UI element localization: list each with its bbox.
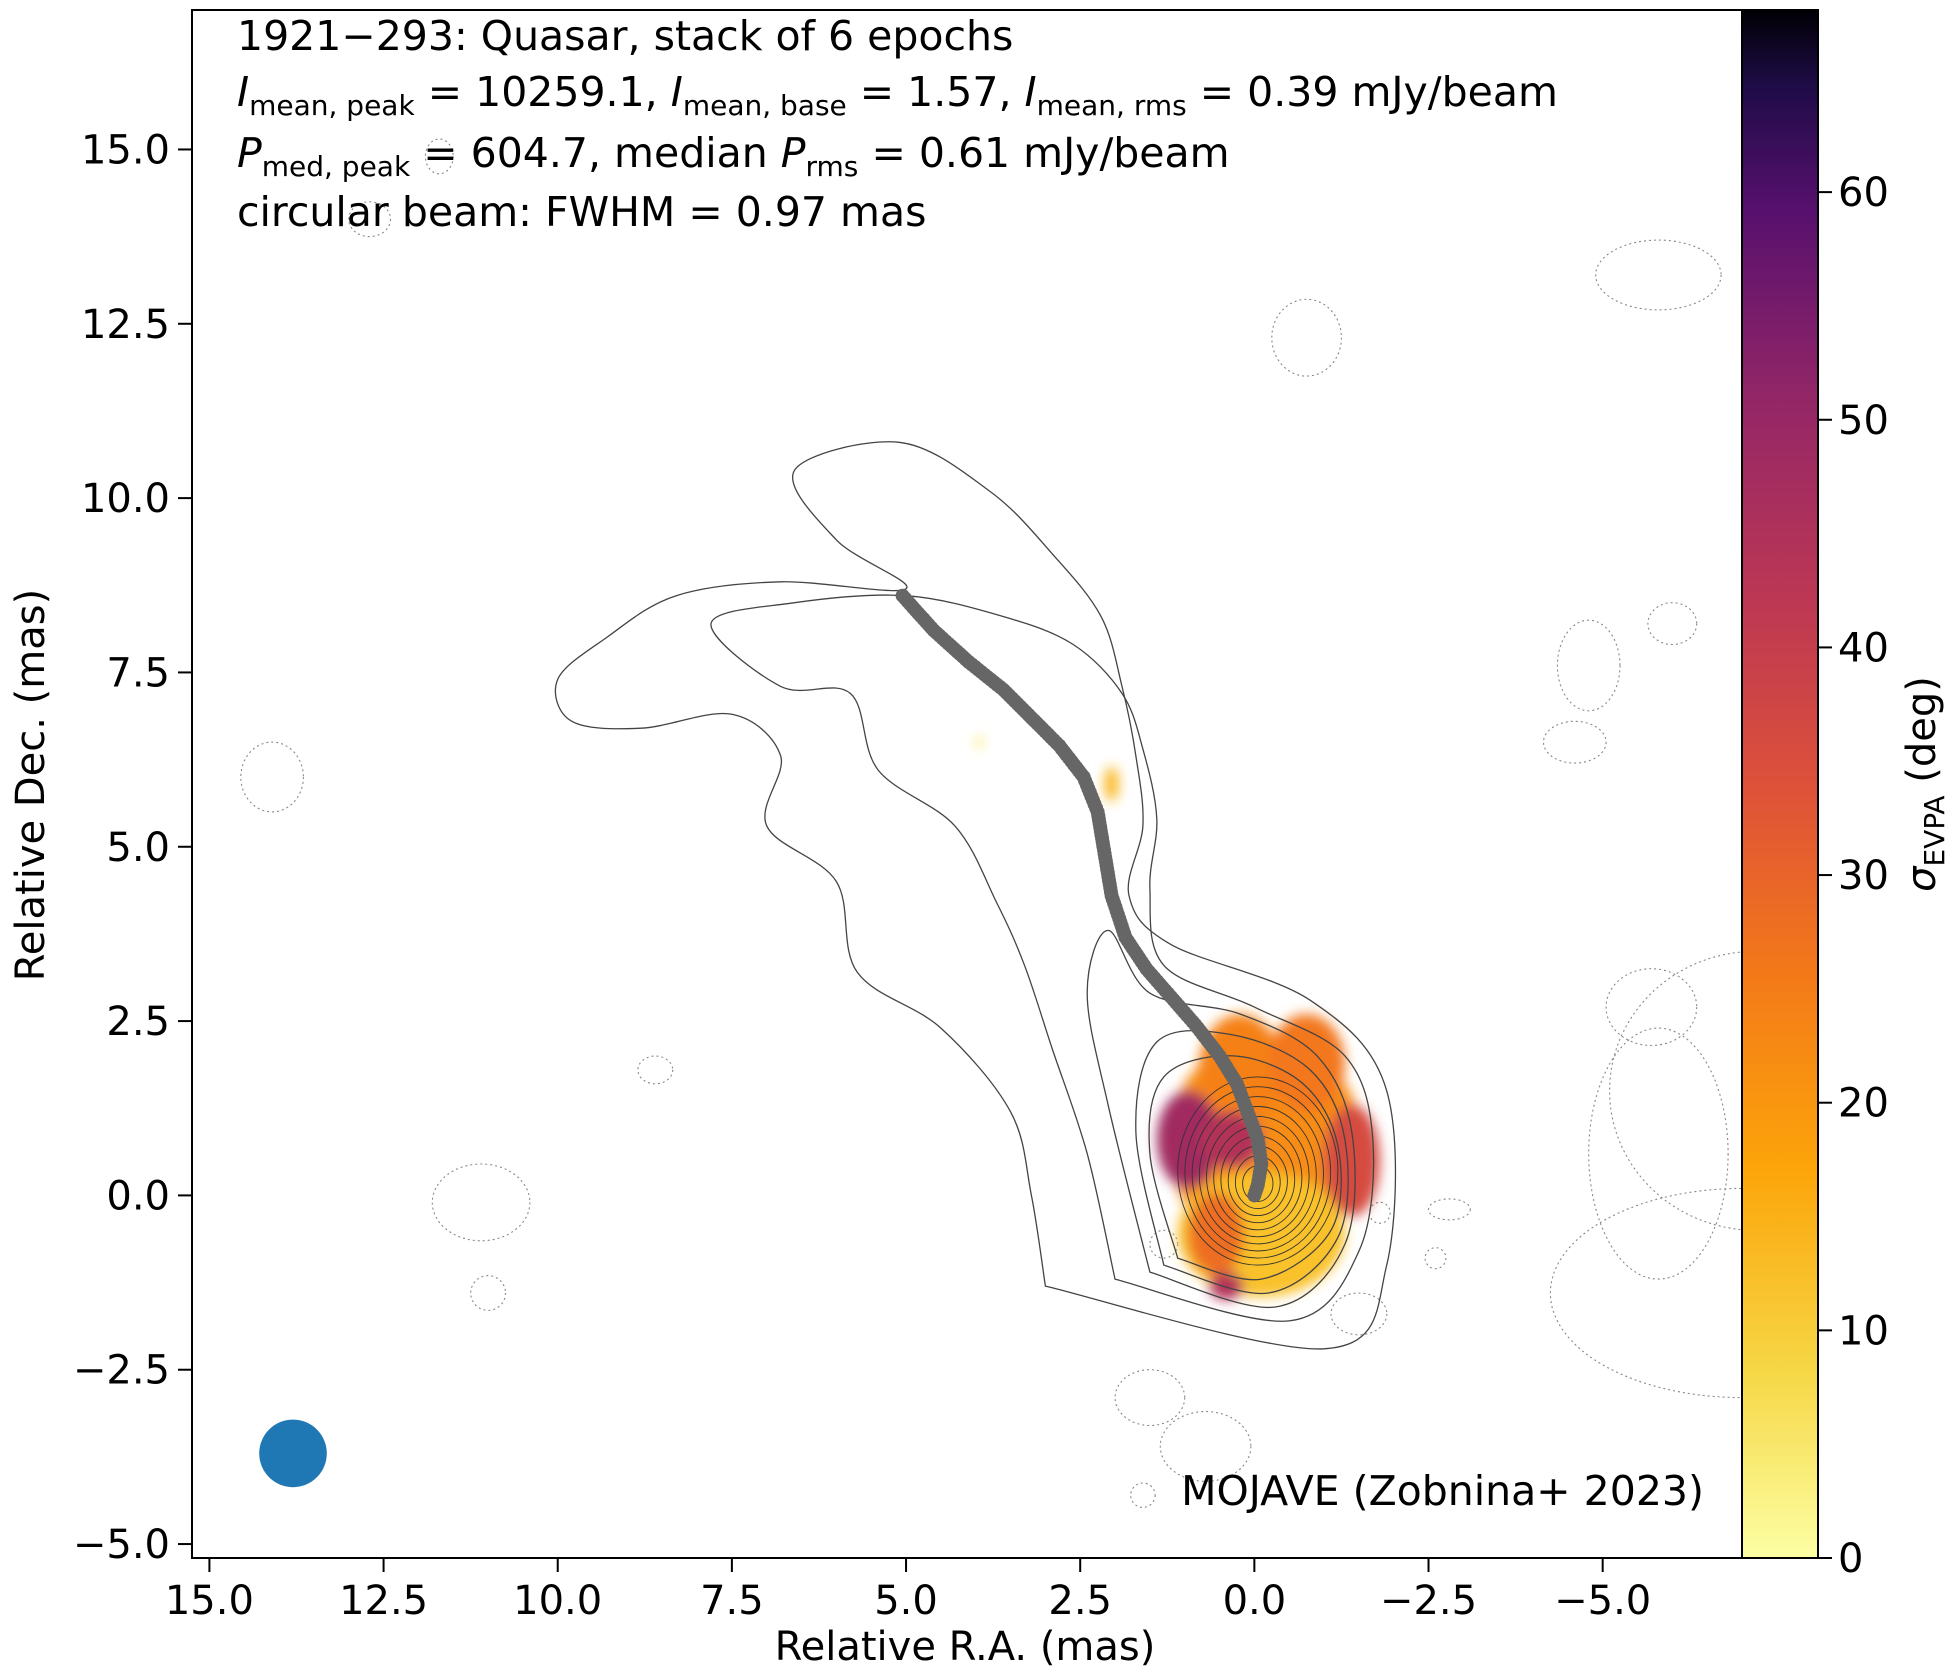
noise-contour bbox=[1588, 1027, 1729, 1280]
plot-area: 1921−293: Quasar, stack of 6 epochs Imean… bbox=[191, 9, 1743, 1559]
noise-contour bbox=[1114, 1369, 1186, 1427]
noise-contour bbox=[348, 201, 392, 238]
noise-contour bbox=[1605, 968, 1698, 1047]
credit-label: MOJAVE (Zobnina+ 2023) bbox=[1181, 1467, 1704, 1515]
title-line: 1921−293: Quasar, stack of 6 epochs bbox=[237, 12, 1013, 60]
y-tick-label: 10.0 bbox=[81, 476, 170, 522]
colorbar-gradient bbox=[1741, 9, 1819, 1559]
core-contour bbox=[1198, 1106, 1317, 1245]
colorbar-tick-label: 20 bbox=[1838, 1081, 1889, 1127]
evpa-layer bbox=[975, 735, 1380, 1300]
y-tick-label: 0.0 bbox=[106, 1173, 170, 1219]
y-tick-label: 15.0 bbox=[81, 128, 170, 174]
noise-contour bbox=[1368, 1201, 1391, 1224]
noise-contours bbox=[240, 138, 1742, 1508]
y-axis: 15.0 12.5 10.0 7.5 5.0 2.5 0.0 −2.5 −5.0 bbox=[73, 128, 192, 1568]
core-contour bbox=[1191, 1096, 1324, 1252]
noise-contour bbox=[240, 741, 304, 813]
beam-ellipse bbox=[259, 1419, 327, 1488]
x-tick-label: 7.5 bbox=[700, 1578, 764, 1624]
y-tick-label: 12.5 bbox=[81, 302, 170, 348]
intensity-contour bbox=[1086, 929, 1356, 1309]
noise-contour bbox=[1130, 1482, 1156, 1508]
intensity-contour bbox=[1148, 1055, 1342, 1281]
y-tick-label: −5.0 bbox=[73, 1522, 170, 1568]
noise-contour bbox=[1556, 619, 1621, 712]
noise-contour bbox=[470, 1275, 507, 1311]
x-tick-label: −5.0 bbox=[1554, 1578, 1651, 1624]
intensity-contour bbox=[710, 594, 1375, 1322]
noise-contour bbox=[1271, 298, 1342, 377]
noise-contour bbox=[1542, 720, 1607, 764]
colorbar: 0 10 20 30 40 50 60 σEVPA (deg) bbox=[1741, 9, 1949, 1582]
colorbar-tick-label: 50 bbox=[1838, 398, 1889, 444]
core-contour bbox=[1184, 1086, 1332, 1259]
x-tick-label: 2.5 bbox=[1048, 1578, 1112, 1624]
core-contour bbox=[1206, 1115, 1310, 1238]
noise-contour bbox=[1595, 239, 1722, 311]
colorbar-tick-label: 30 bbox=[1838, 853, 1889, 899]
colorbar-ticks: 0 10 20 30 40 50 60 bbox=[1818, 170, 1889, 1582]
intensity-contours bbox=[554, 441, 1397, 1350]
evpa-patch bbox=[1268, 1014, 1345, 1112]
beam bbox=[259, 1419, 327, 1488]
noise-contour bbox=[1330, 1292, 1388, 1336]
x-axis: 15.0 12.5 10.0 7.5 5.0 2.5 0.0 −2.5 −5.0 bbox=[165, 1558, 1651, 1624]
ridgeline bbox=[895, 588, 1269, 1203]
x-tick-label: −2.5 bbox=[1380, 1578, 1477, 1624]
noise-contour bbox=[1549, 1187, 1742, 1399]
y-tick-label: −2.5 bbox=[73, 1348, 170, 1394]
x-axis-label: Relative R.A. (mas) bbox=[775, 1624, 1156, 1670]
x-tick-label: 10.0 bbox=[513, 1578, 602, 1624]
x-tick-label: 12.5 bbox=[339, 1578, 428, 1624]
y-axis-label: Relative Dec. (mas) bbox=[8, 589, 54, 981]
y-tick-label: 2.5 bbox=[106, 999, 170, 1045]
colorbar-label: σEVPA (deg) bbox=[1899, 676, 1949, 892]
colorbar-tick-label: 60 bbox=[1838, 170, 1889, 216]
x-tick-label: 15.0 bbox=[165, 1578, 254, 1624]
noise-contour bbox=[1149, 1229, 1179, 1259]
annotations: 1921−293: Quasar, stack of 6 epochs Imean… bbox=[237, 12, 1558, 236]
noise-contour bbox=[424, 138, 454, 175]
evpa-patch bbox=[975, 735, 983, 750]
evpa-patch bbox=[1324, 1104, 1380, 1217]
title-line: circular beam: FWHM = 0.97 mas bbox=[237, 188, 926, 236]
noise-contour bbox=[637, 1055, 674, 1085]
core-contour bbox=[1177, 1076, 1339, 1266]
title-line: Imean, peak = 10259.1, Imean, base = 1.5… bbox=[237, 68, 1558, 122]
intensity-contour bbox=[1135, 1030, 1349, 1295]
colorbar-tick-label: 40 bbox=[1838, 625, 1889, 671]
noise-contour bbox=[1424, 1247, 1447, 1270]
title-line: Pmed, peak = 604.7, median Prms = 0.61 m… bbox=[237, 129, 1230, 183]
plot-frame bbox=[191, 9, 1743, 1559]
evpa-map bbox=[975, 735, 1380, 1300]
noise-contour bbox=[1159, 1410, 1252, 1482]
noise-contour bbox=[1427, 1198, 1471, 1221]
noise-contour bbox=[431, 1163, 531, 1242]
y-tick-label: 7.5 bbox=[106, 650, 170, 696]
x-tick-label: 5.0 bbox=[874, 1578, 938, 1624]
x-tick-label: 0.0 bbox=[1223, 1578, 1287, 1624]
evpa-patch bbox=[1104, 766, 1119, 802]
ridgeline-point bbox=[1247, 1188, 1262, 1203]
y-tick-label: 5.0 bbox=[106, 825, 170, 871]
colorbar-tick-label: 10 bbox=[1838, 1308, 1889, 1354]
intensity-contour bbox=[554, 441, 1397, 1350]
colorbar-tick-label: 0 bbox=[1838, 1536, 1863, 1582]
evpa-patch bbox=[1209, 1272, 1244, 1300]
noise-contour bbox=[1647, 602, 1698, 646]
